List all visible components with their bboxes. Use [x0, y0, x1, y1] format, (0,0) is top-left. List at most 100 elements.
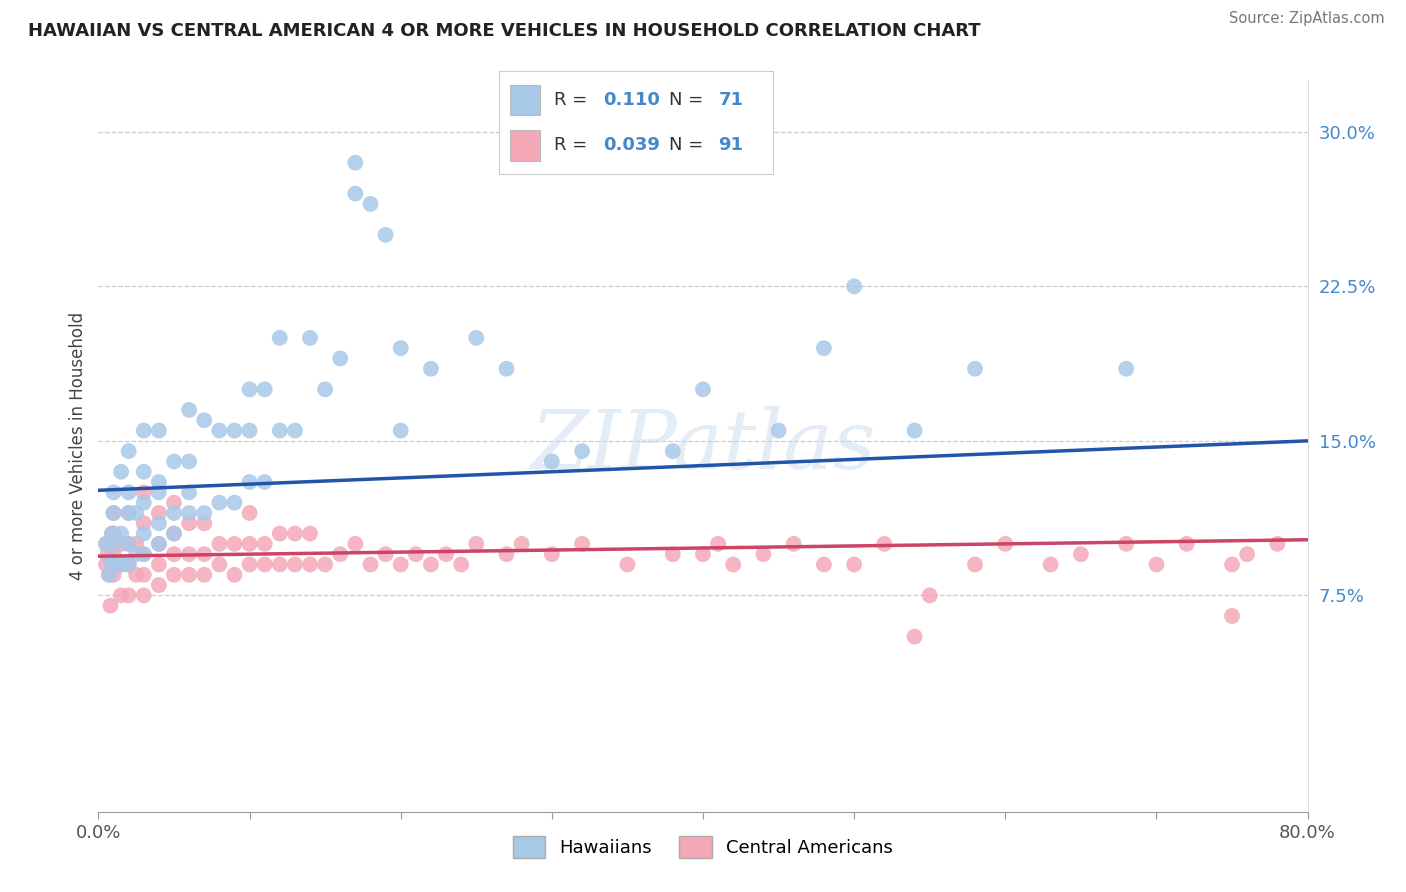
- Point: [299, 558, 322, 572]
- Point: [94, 558, 117, 572]
- Point: [284, 526, 307, 541]
- Point: [269, 331, 291, 345]
- Point: [965, 558, 987, 572]
- Point: [148, 537, 170, 551]
- Point: [208, 424, 231, 438]
- Point: [132, 588, 155, 602]
- Point: [253, 382, 276, 396]
- Text: N =: N =: [669, 136, 709, 154]
- Text: 0.110: 0.110: [603, 91, 661, 109]
- Point: [904, 630, 927, 644]
- Point: [1039, 558, 1062, 572]
- Point: [193, 413, 215, 427]
- Point: [1144, 558, 1167, 572]
- Point: [103, 558, 125, 572]
- Point: [163, 506, 186, 520]
- Legend: Hawaiians, Central Americans: Hawaiians, Central Americans: [506, 829, 900, 865]
- Point: [148, 424, 170, 438]
- Point: [495, 547, 517, 561]
- Point: [360, 197, 382, 211]
- Point: [118, 506, 141, 520]
- Point: [118, 558, 141, 572]
- Point: [1115, 537, 1137, 551]
- Point: [224, 424, 246, 438]
- Text: 91: 91: [718, 136, 744, 154]
- Point: [783, 537, 806, 551]
- Text: 0.039: 0.039: [603, 136, 661, 154]
- Point: [179, 403, 201, 417]
- Point: [132, 526, 155, 541]
- Point: [125, 547, 148, 561]
- Point: [1115, 361, 1137, 376]
- Point: [118, 537, 141, 551]
- Point: [132, 567, 155, 582]
- Point: [101, 526, 124, 541]
- Point: [692, 547, 714, 561]
- Point: [540, 454, 562, 468]
- Point: [374, 227, 396, 242]
- Point: [101, 526, 124, 541]
- Point: [813, 341, 835, 355]
- Point: [110, 588, 132, 602]
- Point: [752, 547, 775, 561]
- Point: [1267, 537, 1289, 551]
- Point: [132, 547, 155, 561]
- Point: [540, 547, 562, 561]
- Text: Source: ZipAtlas.com: Source: ZipAtlas.com: [1229, 11, 1385, 26]
- Point: [103, 506, 125, 520]
- Point: [148, 475, 170, 489]
- Point: [253, 558, 276, 572]
- Point: [692, 382, 714, 396]
- Point: [179, 485, 201, 500]
- Point: [193, 506, 215, 520]
- Point: [269, 558, 291, 572]
- FancyBboxPatch shape: [510, 130, 540, 161]
- Point: [239, 558, 262, 572]
- Point: [94, 537, 117, 551]
- Point: [132, 547, 155, 561]
- Point: [918, 588, 941, 602]
- Point: [495, 361, 517, 376]
- Point: [224, 496, 246, 510]
- Point: [239, 475, 262, 489]
- Point: [132, 485, 155, 500]
- Point: [571, 444, 593, 458]
- Point: [132, 496, 155, 510]
- Point: [110, 465, 132, 479]
- Y-axis label: 4 or more Vehicles in Household: 4 or more Vehicles in Household: [69, 312, 87, 580]
- Point: [284, 424, 307, 438]
- Point: [768, 424, 790, 438]
- Text: 71: 71: [718, 91, 744, 109]
- Point: [110, 537, 132, 551]
- Point: [103, 526, 125, 541]
- Point: [374, 547, 396, 561]
- Point: [132, 516, 155, 531]
- Point: [148, 485, 170, 500]
- Point: [269, 424, 291, 438]
- Point: [125, 567, 148, 582]
- Point: [465, 537, 488, 551]
- Point: [148, 506, 170, 520]
- Text: HAWAIIAN VS CENTRAL AMERICAN 4 OR MORE VEHICLES IN HOUSEHOLD CORRELATION CHART: HAWAIIAN VS CENTRAL AMERICAN 4 OR MORE V…: [28, 22, 981, 40]
- Point: [844, 558, 866, 572]
- Point: [148, 558, 170, 572]
- Point: [344, 155, 367, 169]
- Point: [208, 537, 231, 551]
- Point: [179, 547, 201, 561]
- Point: [100, 599, 122, 613]
- Point: [193, 547, 215, 561]
- Point: [1220, 558, 1243, 572]
- Point: [420, 558, 443, 572]
- Point: [103, 506, 125, 520]
- Point: [314, 558, 336, 572]
- Point: [253, 475, 276, 489]
- Point: [118, 506, 141, 520]
- Point: [163, 567, 186, 582]
- Point: [269, 526, 291, 541]
- Point: [405, 547, 427, 561]
- Point: [299, 331, 322, 345]
- Point: [420, 361, 443, 376]
- Point: [1236, 547, 1258, 561]
- Point: [148, 537, 170, 551]
- Point: [314, 382, 336, 396]
